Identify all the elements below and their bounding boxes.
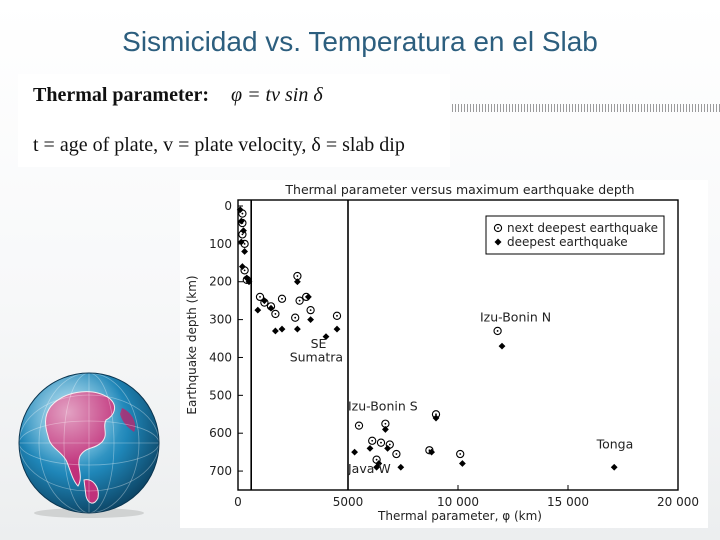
y-tick-label: 100 — [209, 237, 232, 251]
data-point-next-deepest-center — [243, 242, 246, 245]
data-point-deepest — [382, 426, 389, 433]
chart-title: Thermal parameter versus maximum earthqu… — [284, 182, 634, 197]
data-point-deepest — [322, 333, 330, 341]
data-point-deepest — [307, 316, 314, 323]
y-axis-label: Earthquake depth (km) — [185, 275, 199, 414]
data-point-next-deepest-center — [388, 443, 391, 446]
formula-line-1: Thermal parameter: φ = tv sin δ — [33, 84, 323, 107]
data-point-next-deepest-center — [358, 424, 360, 427]
chart-annotation: Java W — [347, 461, 391, 476]
data-point-next-deepest-center — [371, 439, 374, 442]
formula-equation: φ = tv sin δ — [231, 84, 323, 106]
formula-definitions: t = age of plate, v = plate velocity, δ … — [33, 134, 405, 156]
data-point-next-deepest-center — [459, 453, 462, 455]
data-point-deepest — [241, 248, 248, 255]
data-point-deepest — [610, 463, 618, 471]
x-tick-label: 20 000 — [657, 495, 699, 509]
data-point-deepest — [351, 448, 358, 456]
data-point-next-deepest-center — [241, 233, 244, 236]
legend-label-deepest: deepest earthquake — [507, 235, 628, 249]
data-point-deepest — [294, 278, 301, 286]
data-point-deepest — [366, 444, 374, 452]
data-point-deepest — [459, 460, 466, 467]
x-axis-label: Thermal parameter, φ (km) — [377, 509, 542, 523]
x-tick-label: 5000 — [333, 495, 364, 509]
data-point-next-deepest-center — [243, 269, 246, 272]
chart-annotation: Izu-Bonin N — [480, 309, 551, 324]
legend-marker-deepest — [494, 238, 502, 246]
data-point-deepest — [428, 448, 435, 456]
y-tick-label: 0 — [224, 199, 232, 213]
data-point-deepest — [305, 293, 312, 301]
data-point-next-deepest-center — [259, 295, 261, 298]
chart-annotation: Sumatra — [290, 349, 343, 364]
data-point-next-deepest-center — [380, 441, 382, 444]
data-point-deepest — [261, 297, 268, 305]
data-point-deepest — [373, 463, 380, 471]
formula-label: Thermal parameter: — [33, 84, 210, 106]
data-point-next-deepest-center — [375, 458, 378, 461]
y-tick-label: 300 — [209, 313, 232, 327]
x-tick-label: 10 000 — [437, 495, 479, 509]
globe-image — [18, 372, 160, 518]
data-point-next-deepest-center — [294, 316, 297, 319]
chart-annotation: Izu-Bonin S — [348, 398, 418, 413]
data-point-next-deepest-center — [384, 422, 387, 425]
data-point-deepest — [272, 327, 279, 335]
data-point-next-deepest-center — [296, 275, 299, 277]
legend: next deepest earthquake deepest earthqua… — [485, 215, 665, 255]
y-tick-label: 200 — [209, 275, 232, 289]
data-point-next-deepest-center — [241, 212, 244, 215]
data-point-deepest — [237, 217, 245, 225]
data-point-next-deepest-center — [309, 309, 312, 312]
data-point-next-deepest-center — [395, 453, 398, 455]
data-point-deepest — [278, 325, 286, 333]
data-point-next-deepest-center — [274, 313, 277, 315]
x-tick-label: 0 — [234, 495, 242, 509]
legend-box — [485, 215, 665, 255]
data-point-next-deepest-center — [336, 314, 338, 317]
y-tick-label: 500 — [209, 388, 232, 402]
legend-marker-next-deepest-dot — [497, 227, 499, 229]
data-point-deepest — [254, 306, 262, 314]
data-point-next-deepest-center — [298, 299, 301, 302]
y-tick-label: 400 — [209, 350, 232, 364]
y-tick-label: 700 — [209, 464, 232, 478]
x-tick-label: 15 000 — [547, 495, 589, 509]
legend-label-next-deepest: next deepest earthquake — [507, 221, 658, 235]
data-point-deepest — [294, 325, 301, 333]
data-point-deepest — [498, 342, 506, 350]
formula-box: Thermal parameter: φ = tv sin δ t = age … — [18, 74, 450, 167]
data-point-next-deepest-center — [435, 413, 437, 416]
data-point-deepest — [243, 274, 251, 282]
data-point-deepest — [333, 325, 341, 333]
y-tick-label: 600 — [209, 426, 232, 440]
data-point-deepest — [397, 463, 405, 471]
slide-title: Sismicidad vs. Temperatura en el Slab — [122, 26, 598, 57]
data-point-deepest — [384, 444, 391, 452]
data-point-next-deepest-center — [281, 297, 283, 300]
scatter-chart: Thermal parameter versus maximum earthqu… — [185, 182, 699, 523]
chart-annotation: Tonga — [596, 436, 634, 451]
chart-annotation: SE — [311, 336, 327, 351]
decorative-tick-strip — [452, 104, 720, 112]
chart-panel: Thermal parameter versus maximum earthqu… — [180, 180, 708, 528]
data-point-next-deepest-center — [496, 330, 499, 332]
